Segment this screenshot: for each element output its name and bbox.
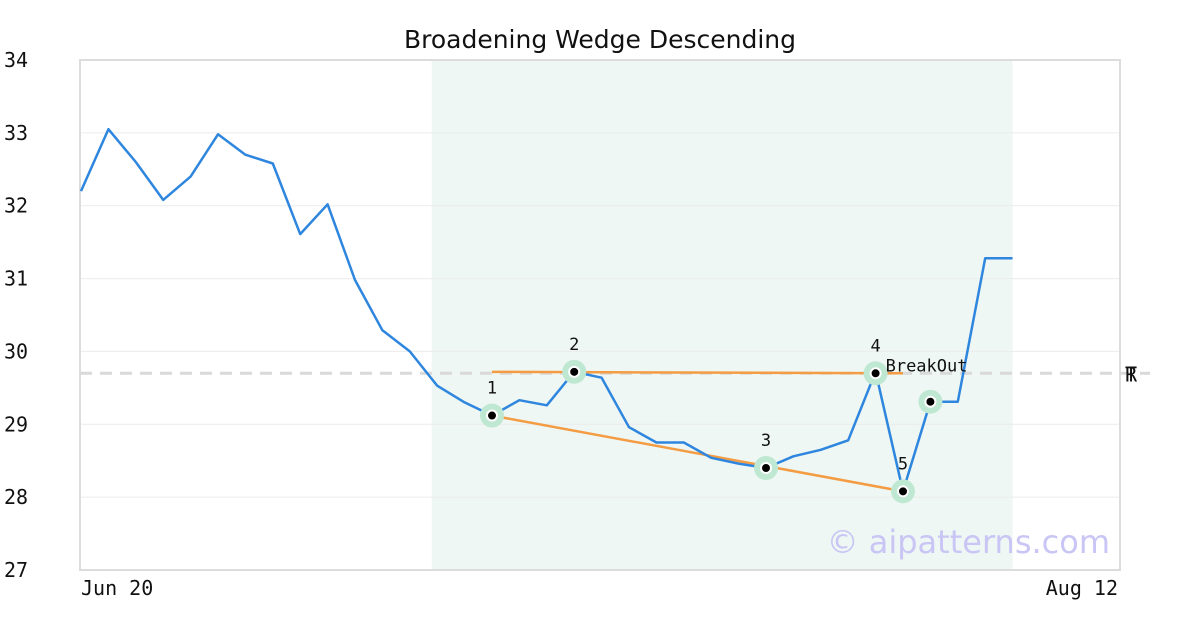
plot-frame (79, 59, 1121, 571)
x-tick-label: Aug 12 (1046, 576, 1118, 600)
pattern-point (897, 485, 909, 498)
pattern-point-label: 5 (898, 454, 908, 474)
pattern-region (431, 60, 1013, 570)
pattern-point (568, 365, 581, 378)
pattern-point (486, 409, 498, 422)
pattern-point-label: 4 (870, 336, 880, 356)
watermark: © aipatterns.com (827, 523, 1110, 561)
y-tick-label: 29 (4, 412, 28, 436)
pattern-point-label: 2 (569, 335, 579, 355)
y-tick-label: 28 (4, 485, 28, 509)
y-tick-label: 34 (4, 48, 28, 72)
x-tick-label: Jun 20 (81, 576, 153, 600)
y-tick-label: 32 (4, 194, 28, 218)
reference-line-label: T (1125, 362, 1137, 386)
chart-title: Broadening Wedge Descending (404, 25, 796, 54)
y-tick-label: 30 (4, 339, 28, 363)
reference-line-label: R (1125, 362, 1138, 386)
pattern-point-label: 1 (487, 379, 497, 399)
y-tick-label: 31 (4, 267, 28, 291)
y-tick-label: 33 (4, 121, 28, 145)
pattern-point-label: 3 (761, 431, 771, 451)
pattern-point (760, 462, 772, 474)
trendline (491, 370, 904, 375)
pattern-point (869, 367, 882, 380)
trendline (491, 414, 904, 493)
y-tick-label: 27 (4, 558, 28, 582)
pattern-point (924, 395, 937, 408)
price-line (79, 127, 1013, 493)
breakout-label: BreakOut (886, 356, 968, 376)
